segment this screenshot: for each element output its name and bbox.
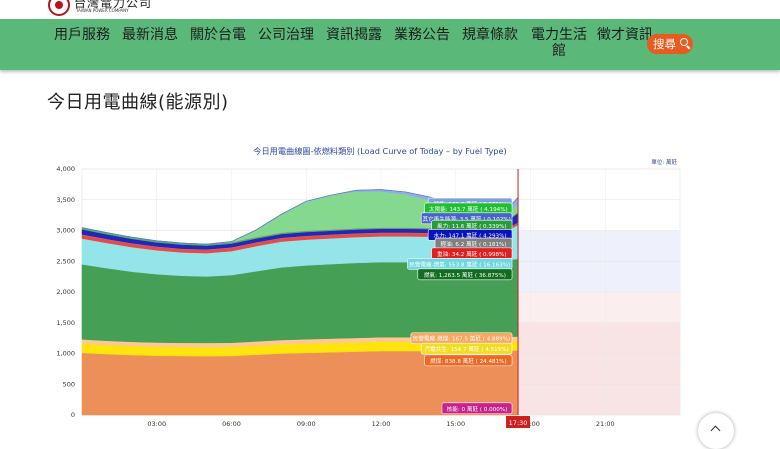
y-tick-label: 1,500 [56, 319, 75, 327]
series-tooltip-label: 太陽能: 143.7 萬瓩 ( 4.194%) [429, 205, 508, 213]
y-tick-label: 0 [71, 411, 75, 419]
series-tooltip [441, 402, 513, 415]
chart-title: 今日用電曲線圖-依燃料類別 (Load Curve of Today – by … [253, 146, 506, 156]
search-label: 搜尋 [653, 37, 676, 51]
x-tick-label: 15:00 [446, 420, 465, 428]
top-strip: 台灣電力公司 TAIWAN POWER COMPANY [0, 0, 780, 19]
main-nav: 用戶服務 最新消息 關於台電 公司治理 資訊揭露 業務公告 規章條款 電力生活館… [0, 19, 780, 70]
series-tooltip [424, 354, 513, 367]
nav-item-news[interactable]: 最新消息 [122, 27, 178, 43]
logo-english-name: TAIWAN POWER COMPANY [76, 8, 129, 13]
series-tooltip-label: 燃氣: 1,263.5 萬瓩 ( 36.875%) [424, 271, 506, 279]
nav-item-regulations[interactable]: 規章條款 [462, 27, 518, 43]
taipower-logo[interactable]: 台灣電力公司 TAIWAN POWER COMPANY [48, 0, 151, 18]
nav-item-disclosure[interactable]: 資訊揭露 [326, 27, 382, 43]
load-curve-chart: 今日用電曲線圖-依燃料類別 (Load Curve of Today – by … [56, 146, 681, 428]
search-icon [680, 38, 688, 46]
current-time-label: 17:30 [509, 419, 528, 427]
search-button[interactable]: 搜尋 [647, 34, 693, 54]
chart-unit-label: 單位: 萬瓩 [651, 158, 677, 166]
series-tooltip-label: 核能: 0 萬瓩 ( 0.000%) [447, 405, 508, 413]
nav-item-careers[interactable]: 徵才資訊 [597, 27, 653, 43]
series-tooltip-label: 重油: 34.2 萬瓩 ( 0.998%) [437, 250, 507, 258]
current-time-badge [506, 416, 531, 428]
logo-chinese-name: 台灣電力公司 [74, 0, 153, 10]
y-tick-label: 2,000 [56, 288, 75, 296]
x-tick-label: 06:00 [222, 420, 241, 428]
series-tooltip-label: 水力: 147.1 萬瓩 ( 4.293%) [434, 231, 507, 239]
series-tooltip-label: 民營電廠-燃煤: 167.5 萬瓩 ( 4.889%) [413, 335, 510, 343]
page-title: 今日用電曲線(能源別) [47, 92, 229, 113]
y-tick-label: 4,000 [56, 165, 75, 173]
series-tooltip-label: 其它再生能源: 3.5 萬瓩 ( 0.102%) [422, 215, 510, 223]
x-tick-label: 12:00 [372, 420, 391, 428]
taipower-logo-icon [48, 0, 70, 16]
series-tooltip [417, 268, 513, 281]
back-to-top-button[interactable] [698, 413, 734, 449]
x-tick-label: 09:00 [297, 420, 316, 428]
series-tooltip-label: 汽電共生: 154.7 萬瓩 ( 4.515%) [425, 345, 509, 353]
nav-item-governance[interactable]: 公司治理 [258, 27, 314, 43]
y-tick-label: 2,500 [56, 257, 75, 265]
series-tooltip-label: 風力: 11.6 萬瓩 ( 0.339%) [437, 222, 507, 230]
nav-item-about[interactable]: 關於台電 [190, 27, 246, 43]
nav-item-announcements[interactable]: 業務公告 [394, 27, 450, 43]
series-tooltip [420, 342, 513, 355]
x-tick-label: 18:00 [521, 420, 540, 428]
series-tooltip-label: 燃煤: 838.8 萬瓩 ( 24.481%) [430, 357, 507, 365]
series-tooltip-label: 輕油: 6.2 萬瓩 ( 0.181%) [441, 240, 507, 248]
y-tick-label: 500 [63, 380, 75, 388]
nav-item-customer-service[interactable]: 用戶服務 [54, 27, 110, 43]
x-tick-label: 21:00 [596, 420, 615, 428]
future-band-middle [518, 292, 680, 323]
x-tick-label: 03:00 [147, 420, 166, 428]
nav-item-power-life[interactable]: 電力生活館 [531, 27, 587, 59]
y-tick-label: 3,000 [56, 227, 75, 235]
y-tick-label: 1,000 [56, 350, 75, 358]
series-tooltip-label: 民營電廠-燃氣: 553.8 萬瓩 ( 16.163%) [409, 260, 510, 268]
y-tick-label: 3,500 [56, 196, 75, 204]
future-band-lower [518, 322, 680, 415]
